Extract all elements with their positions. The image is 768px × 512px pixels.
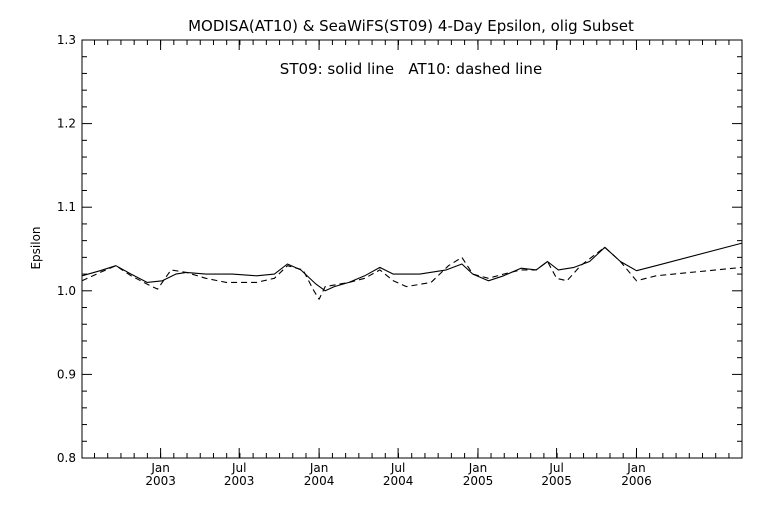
x-tick-year-label: 2005 — [541, 474, 572, 488]
chart-title: MODISA(AT10) & SeaWiFS(ST09) 4-Day Epsil… — [188, 17, 634, 35]
y-tick-label: 1.2 — [57, 117, 76, 131]
x-tick-year-label: 2003 — [145, 474, 176, 488]
y-tick-label: 0.9 — [57, 367, 76, 381]
x-tick-year-label: 2003 — [224, 474, 255, 488]
y-tick-label: 1.3 — [57, 33, 76, 47]
chart-annotation: ST09: solid line AT10: dashed line — [280, 60, 542, 78]
series-line-at10 — [81, 246, 743, 300]
axes: 0.80.91.01.11.21.3Jan2003Jul2003Jan2004J… — [57, 33, 743, 488]
y-tick-label: 1.0 — [57, 284, 76, 298]
x-tick-month-label: Jul — [390, 461, 405, 475]
x-tick-year-label: 2004 — [383, 474, 414, 488]
y-tick-label: 1.1 — [57, 200, 76, 214]
x-tick-month-label: Jul — [231, 461, 246, 475]
x-tick-month-label: Jan — [150, 461, 170, 475]
x-tick-month-label: Jan — [626, 461, 646, 475]
x-tick-year-label: 2006 — [621, 474, 652, 488]
series-line-st09 — [81, 242, 743, 292]
y-axis-label: Epsilon — [29, 226, 43, 269]
y-tick-label: 0.8 — [57, 451, 76, 465]
x-tick-month-label: Jan — [468, 461, 488, 475]
series-group — [81, 242, 743, 300]
x-tick-month-label: Jan — [309, 461, 329, 475]
x-tick-month-label: Jul — [548, 461, 563, 475]
x-tick-year-label: 2004 — [304, 474, 335, 488]
x-tick-year-label: 2005 — [463, 474, 494, 488]
